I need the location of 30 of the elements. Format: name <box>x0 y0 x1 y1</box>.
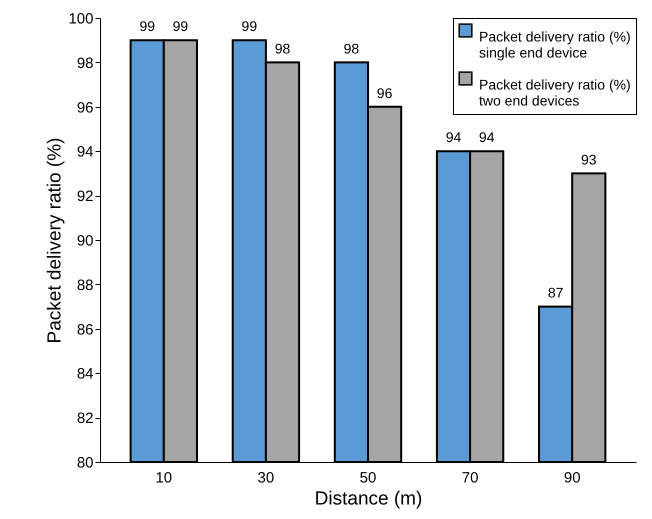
y-tick-label: 84 <box>76 366 94 383</box>
y-axis-title: Packet delivery ratio (%) <box>44 138 66 344</box>
y-tick-label: 80 <box>76 454 94 472</box>
y-tick-label: 88 <box>76 276 94 294</box>
y-tick-label: 92 <box>76 188 94 206</box>
data-label: 94 <box>446 129 462 146</box>
x-tick-label: 90 <box>564 470 581 486</box>
y-tick-label: 96 <box>76 99 94 116</box>
data-label: 94 <box>478 129 495 146</box>
data-label: 99 <box>139 18 156 34</box>
y-tick-label: 90 <box>76 232 94 250</box>
y-tick-label: 98 <box>76 54 94 72</box>
x-tick-label: 70 <box>462 470 478 486</box>
y-tick-label: 86 <box>76 321 94 338</box>
data-label: 99 <box>172 18 188 34</box>
data-label: 98 <box>274 40 290 56</box>
data-label: 93 <box>580 151 597 168</box>
data-label: 98 <box>344 40 360 56</box>
legend-label: Packet delivery ratio (%) single end device <box>479 28 631 60</box>
y-tick-label: 82 <box>76 410 94 428</box>
data-label: 99 <box>242 18 258 34</box>
x-tick-label: 10 <box>155 470 172 486</box>
data-label: 96 <box>376 84 393 101</box>
y-tick-label: 100 <box>68 10 94 28</box>
data-label: 87 <box>548 284 564 301</box>
legend-label: Packet delivery ratio (%) two end devices <box>479 76 631 108</box>
x-tick-label: 50 <box>360 470 376 486</box>
y-tick-label: 94 <box>76 144 94 161</box>
x-axis-title: Distance (m) <box>314 488 422 510</box>
x-tick-label: 30 <box>258 470 274 486</box>
